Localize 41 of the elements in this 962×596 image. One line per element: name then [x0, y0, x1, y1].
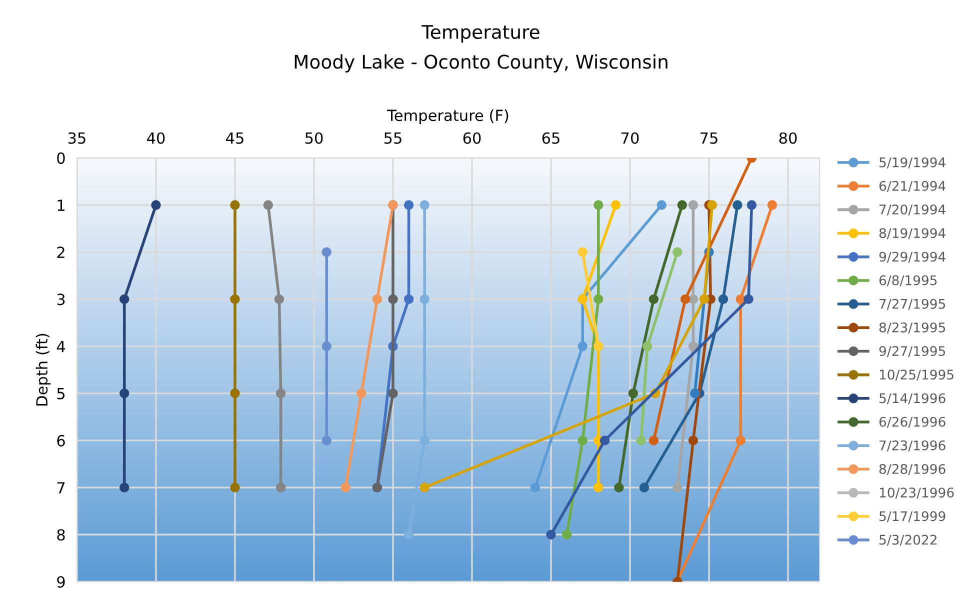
legend-label: 5/14/1996	[880, 393, 946, 404]
x-tick-label: 70	[622, 132, 639, 144]
x-axis-title: Temperature (F)	[387, 109, 508, 124]
y-tick-label: 7	[57, 482, 65, 494]
y-tick-label: 4	[56, 340, 65, 352]
legend-label: 6/26/1996	[879, 416, 946, 428]
x-tick-label: 75	[700, 132, 718, 144]
x-tick-label: 35	[68, 132, 86, 144]
legend-label: 9/29/1994	[879, 252, 946, 263]
y-axis-title: Depth (ft)	[36, 334, 51, 406]
legend-label: 5/17/1999	[880, 511, 946, 522]
chart-title: Temperature	[422, 25, 540, 43]
y-tick-label: 1	[58, 200, 64, 211]
legend-label: 10/25/1995	[880, 370, 954, 381]
y-tick-label: 3	[57, 294, 65, 306]
legend-label: 8/28/1996	[879, 464, 946, 476]
y-tick-label: 2	[57, 246, 64, 258]
legend-label: 9/27/1995	[879, 346, 946, 358]
x-tick-label: 60	[463, 132, 481, 144]
legend-label: 8/23/1995	[879, 322, 946, 334]
legend-label: 6/21/1994	[879, 180, 946, 192]
x-tick-label: 65	[542, 132, 560, 144]
x-tick-label: 45	[226, 132, 244, 144]
y-tick-label: 6	[57, 434, 65, 446]
y-tick-label: 5	[57, 388, 65, 400]
legend-label: 8/19/1994	[879, 228, 946, 240]
y-tick-label: 0	[57, 152, 65, 164]
x-tick-label: 80	[779, 132, 797, 144]
y-tick-label: 8	[57, 529, 65, 541]
x-tick-label: 40	[146, 132, 165, 144]
legend-label: 6/8/1995	[879, 275, 937, 286]
legend-label: 7/23/1996	[880, 440, 946, 452]
chart-subtitle: Moody Lake - Oconto County, Wisconsin	[294, 54, 668, 72]
x-tick-label: 50	[305, 132, 323, 144]
legend-label: 5/19/1994	[880, 157, 946, 168]
x-tick-label: 55	[384, 132, 402, 144]
legend-label: 7/27/1995	[880, 298, 946, 310]
legend-label: 5/3/2022	[880, 534, 936, 546]
y-tick-label: 9	[57, 576, 65, 588]
legend-label: 10/23/1996	[880, 488, 954, 499]
legend-label: 7/20/1994	[880, 204, 946, 216]
